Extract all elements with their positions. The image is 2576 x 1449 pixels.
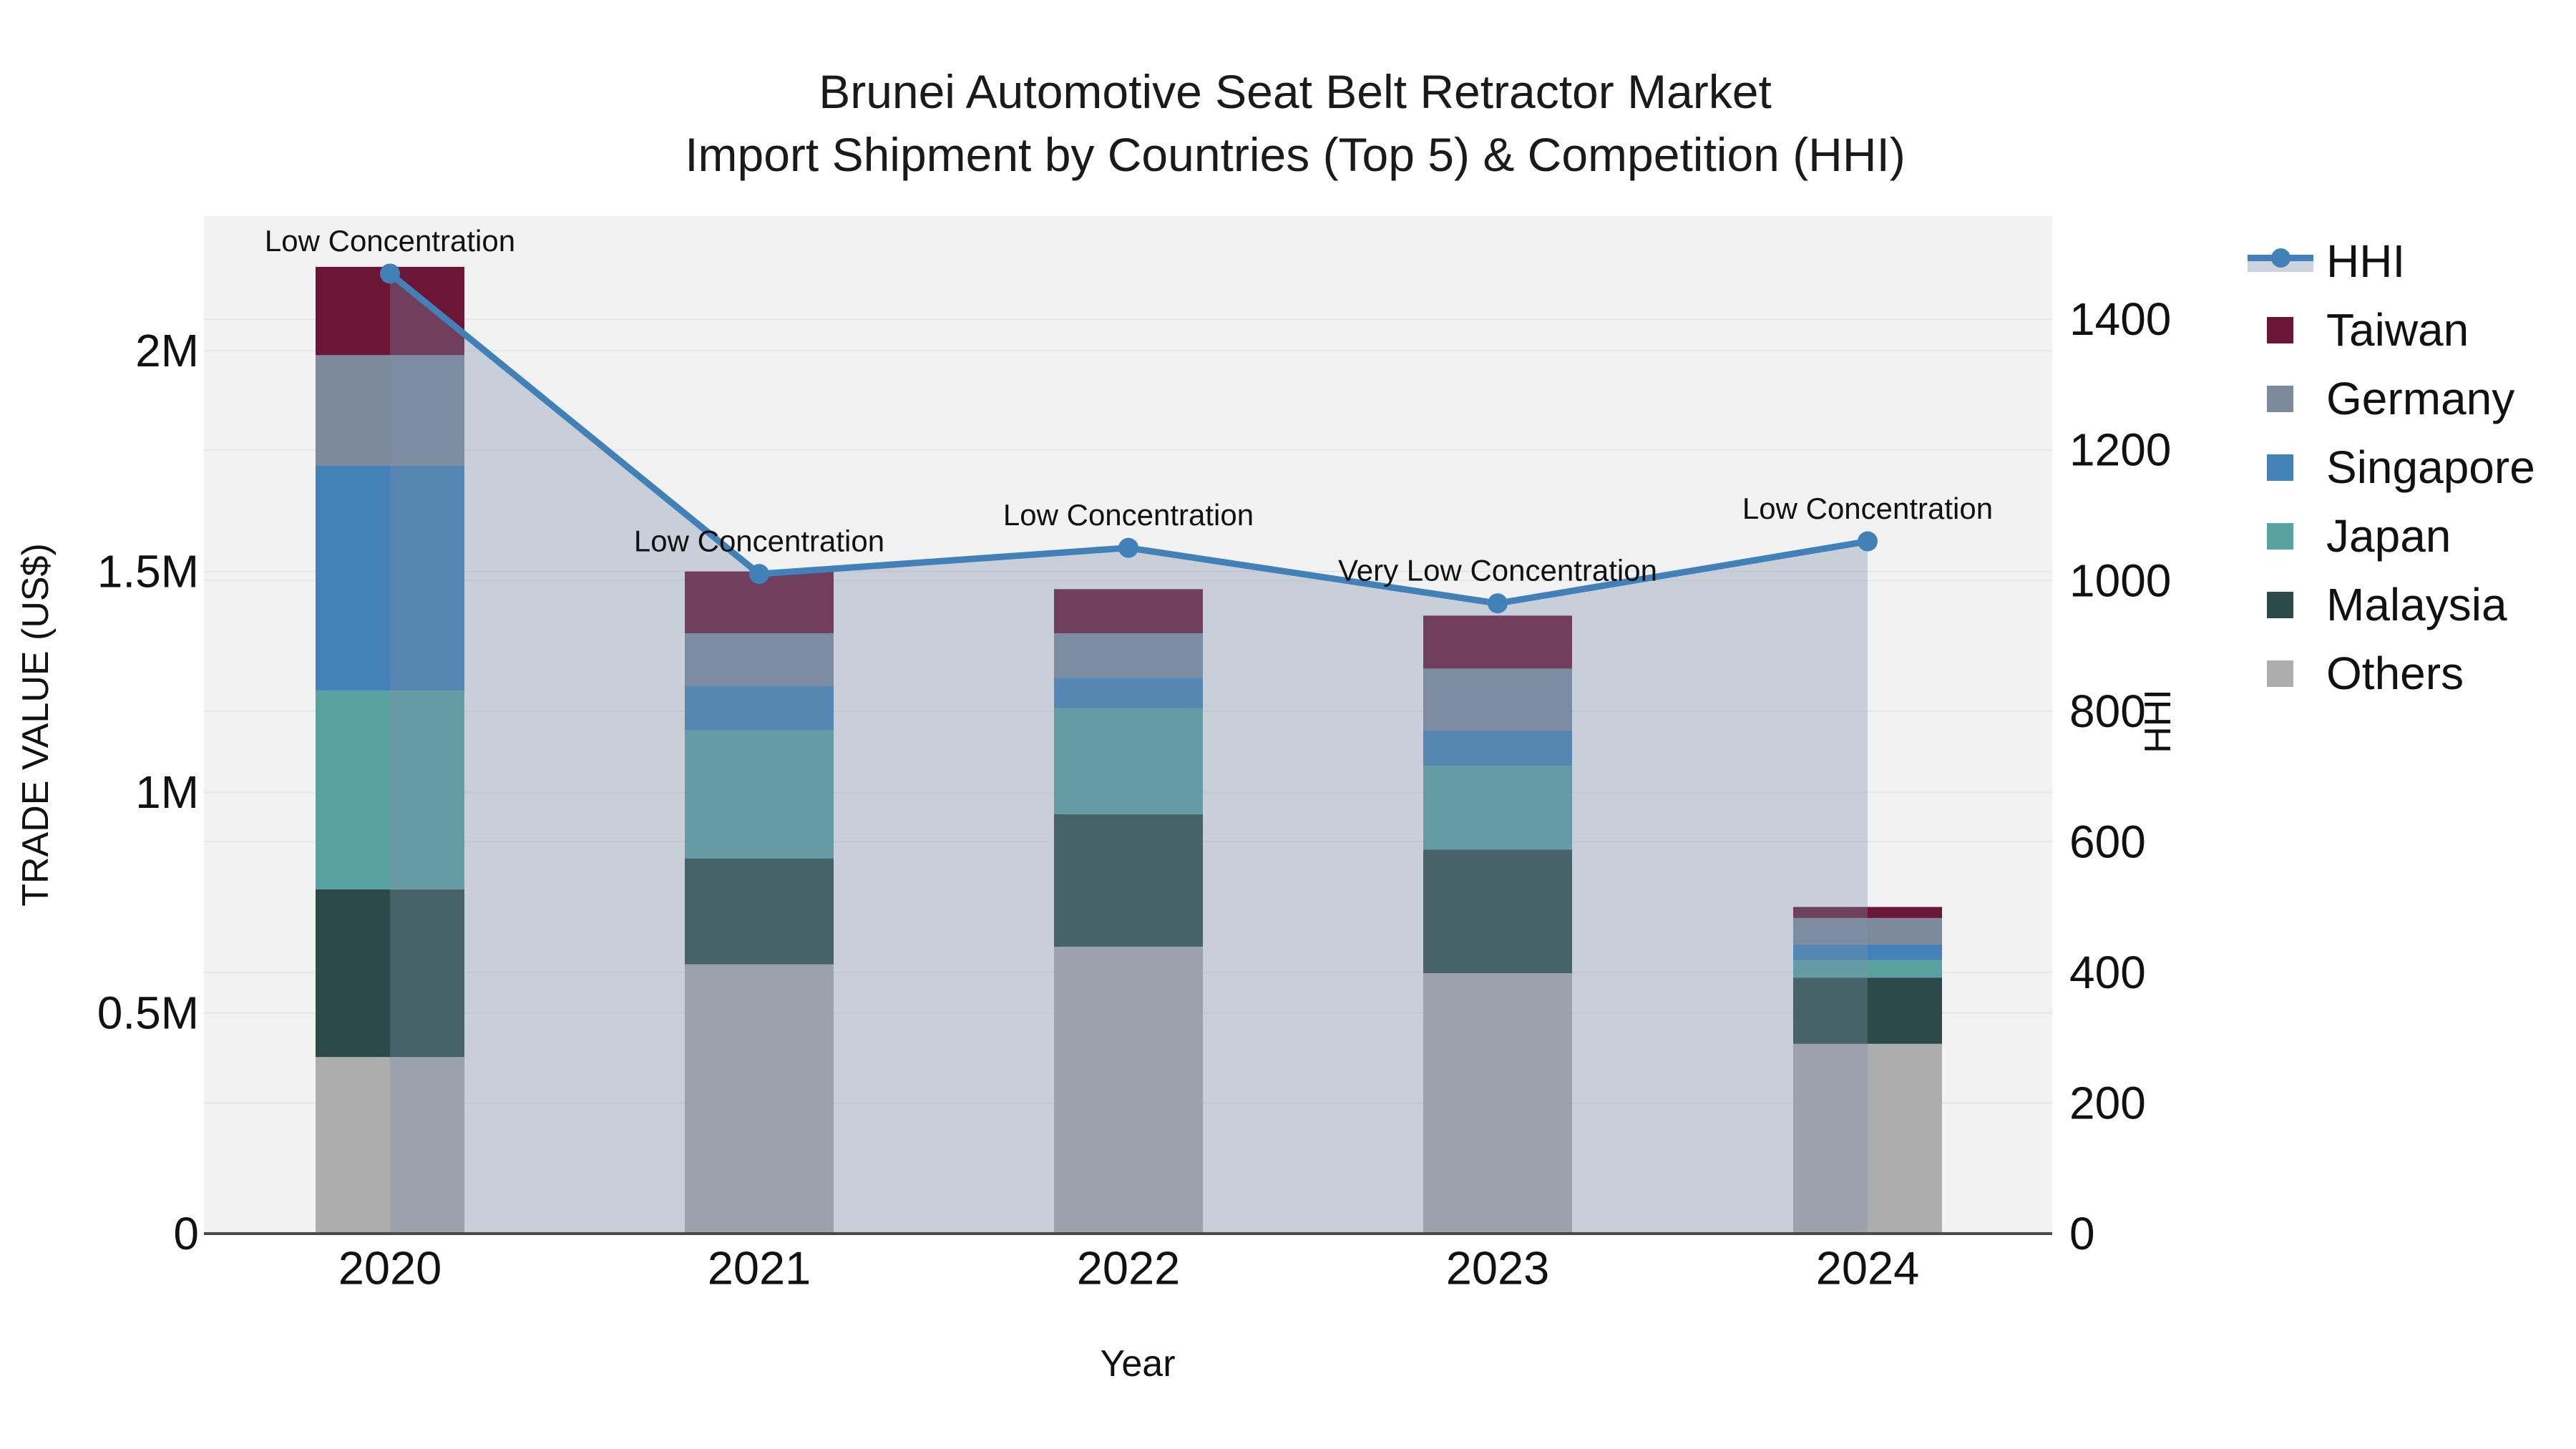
taiwan-swatch-icon <box>2267 316 2293 343</box>
legend-label: Malaysia <box>2326 579 2507 630</box>
legend-swatch-column <box>2248 591 2326 618</box>
bar-segment-others-2023 <box>1423 973 1572 1234</box>
bar-segment-japan-2021 <box>685 730 834 859</box>
legend-label: Others <box>2326 648 2464 699</box>
bar-segment-japan-2023 <box>1423 766 1572 850</box>
bar-segment-germany-2020 <box>316 355 464 466</box>
x-tick-label-2020: 2020 <box>338 1242 442 1294</box>
bar-segment-malaysia-2020 <box>316 889 464 1058</box>
bar-segment-others-2021 <box>685 964 834 1234</box>
legend-item-taiwan: Taiwan <box>2248 296 2535 364</box>
right-tick-label-200: 200 <box>2069 1077 2146 1128</box>
left-tick-label-2M: 2M <box>135 325 199 376</box>
right-tick-label-1200: 1200 <box>2069 424 2171 476</box>
right-axis-title: HHI <box>2137 689 2179 753</box>
annotation-2022: Low Concentration <box>1003 498 1254 532</box>
annotation-2023: Very Low Concentration <box>1338 554 1657 587</box>
annotation-2020: Low Concentration <box>265 224 515 258</box>
left-axis-title: TRADE VALUE (US$) <box>15 543 57 907</box>
bar-segment-germany-2024 <box>1793 917 1942 945</box>
x-axis-title: Year <box>1100 1343 1176 1385</box>
legend-swatch-column <box>2248 316 2326 343</box>
chart-title-line1: Brunei Automotive Seat Belt Retractor Ma… <box>819 65 1772 118</box>
bar-segment-malaysia-2024 <box>1793 977 1942 1044</box>
legend-swatch-column <box>2248 660 2326 687</box>
bar-segment-malaysia-2021 <box>685 858 834 965</box>
bar-segment-singapore-2021 <box>685 686 834 731</box>
legend-label: Singapore <box>2326 441 2535 493</box>
legend-label: Taiwan <box>2326 304 2469 356</box>
annotation-2024: Low Concentration <box>1742 492 1993 525</box>
legend-swatch-column <box>2248 454 2326 481</box>
legend-item-hhi: HHI <box>2248 227 2535 296</box>
bar-segment-others-2022 <box>1054 947 1203 1234</box>
right-tick-label-800: 800 <box>2069 686 2146 737</box>
chart-title-line2: Import Shipment by Countries (Top 5) & C… <box>685 128 1906 181</box>
hhi-marker-2024 <box>1858 531 1878 552</box>
hhi-area <box>390 273 1868 1234</box>
legend-item-germany: Germany <box>2248 364 2535 433</box>
left-tick-label-1M: 1M <box>135 766 199 818</box>
right-tick-label-600: 600 <box>2069 816 2146 867</box>
legend-item-japan: Japan <box>2248 502 2535 570</box>
bar-segment-taiwan-2023 <box>1423 615 1572 669</box>
japan-swatch-icon <box>2267 522 2293 550</box>
bar-segment-germany-2021 <box>685 633 834 687</box>
right-tick-label-1000: 1000 <box>2069 555 2171 606</box>
x-tick-label-2024: 2024 <box>1816 1242 1920 1294</box>
left-tick-label-0.5M: 0.5M <box>97 987 199 1039</box>
hhi-dot-icon <box>2271 248 2290 268</box>
bar-segment-singapore-2022 <box>1054 677 1203 708</box>
bar-segment-others-2020 <box>316 1057 464 1234</box>
legend-item-others: Others <box>2248 639 2535 708</box>
bar-segment-taiwan-2024 <box>1793 907 1942 918</box>
bar-segment-singapore-2023 <box>1423 730 1572 766</box>
legend: HHI Taiwan Germany Singapore Japan Malaysia Ot… <box>2248 227 2535 708</box>
bar-segment-malaysia-2022 <box>1054 814 1203 947</box>
bar-segment-malaysia-2023 <box>1423 849 1572 974</box>
bar-segment-singapore-2020 <box>316 465 464 691</box>
hhi-marker-2023 <box>1488 593 1508 614</box>
legend-label: HHI <box>2326 235 2406 287</box>
right-tick-label-1400: 1400 <box>2069 293 2171 345</box>
x-tick-label-2023: 2023 <box>1446 1242 1550 1294</box>
bar-segment-japan-2020 <box>316 691 464 889</box>
legend-swatch-column <box>2248 522 2326 550</box>
hhi-marker-2021 <box>749 564 769 585</box>
bar-segment-germany-2022 <box>1054 633 1203 678</box>
bar-segment-singapore-2024 <box>1793 944 1942 960</box>
legend-item-malaysia: Malaysia <box>2248 570 2535 639</box>
hhi-marker-2022 <box>1118 537 1138 558</box>
right-tick-label-0: 0 <box>2069 1208 2095 1259</box>
legend-label: Japan <box>2326 510 2451 562</box>
left-tick-label-0: 0 <box>173 1208 199 1259</box>
chart-title: Brunei Automotive Seat Belt Retractor Ma… <box>0 60 2576 186</box>
others-swatch-icon <box>2267 660 2293 687</box>
left-tick-label-1.5M: 1.5M <box>97 546 199 597</box>
bar-segment-japan-2022 <box>1054 708 1203 814</box>
legend-swatch-column <box>2248 385 2326 412</box>
annotation-2021: Low Concentration <box>634 525 884 558</box>
bar-segment-germany-2023 <box>1423 668 1572 731</box>
x-tick-label-2021: 2021 <box>708 1242 811 1294</box>
legend-item-singapore: Singapore <box>2248 433 2535 502</box>
hhi-line-marker-icon <box>2248 246 2313 276</box>
x-tick-label-2022: 2022 <box>1077 1242 1181 1294</box>
hhi-line-icon <box>2248 246 2326 276</box>
germany-swatch-icon <box>2267 385 2293 412</box>
malaysia-swatch-icon <box>2267 591 2293 618</box>
hhi-marker-2020 <box>380 263 400 284</box>
singapore-swatch-icon <box>2267 454 2293 481</box>
right-tick-label-400: 400 <box>2069 947 2146 998</box>
bar-segment-others-2024 <box>1793 1043 1942 1234</box>
legend-label: Germany <box>2326 373 2515 424</box>
bar-segment-japan-2024 <box>1793 960 1942 978</box>
bar-segment-taiwan-2022 <box>1054 589 1203 633</box>
